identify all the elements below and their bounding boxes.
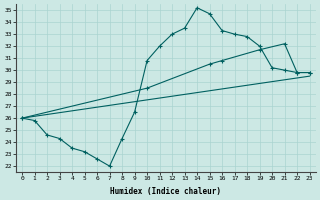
X-axis label: Humidex (Indice chaleur): Humidex (Indice chaleur) (110, 187, 221, 196)
